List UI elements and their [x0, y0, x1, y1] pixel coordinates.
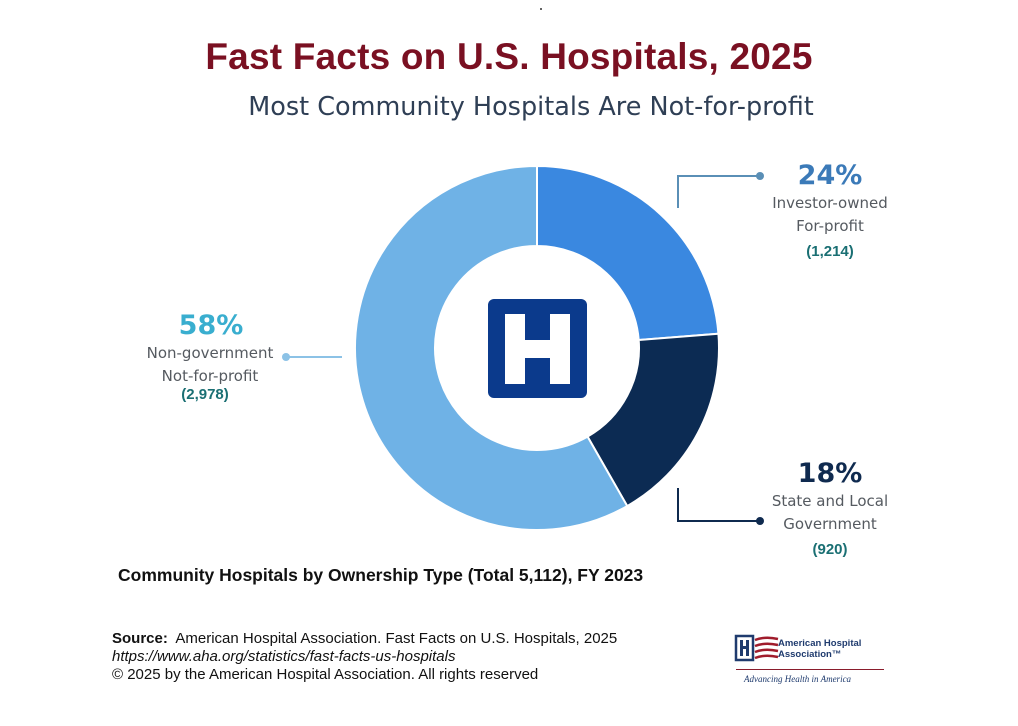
aha-logo-name-line1: American Hospital [778, 638, 862, 649]
pct-label-government: 18% [798, 458, 863, 489]
leader-line-government [677, 488, 764, 525]
label-government-line1: State and Local [772, 492, 888, 510]
aha-logo-tagline: Advancing Health in America [744, 674, 852, 684]
count-investor: (1,214) [806, 243, 854, 260]
source-url[interactable]: https://www.aha.org/statistics/fast-fact… [112, 648, 456, 665]
source-line: Source: American Hospital Association. F… [112, 630, 617, 648]
label-investor-line2: For-profit [796, 217, 864, 235]
source-lead: Source: [112, 630, 168, 647]
stray-dot [540, 8, 542, 10]
page-subtitle: Most Community Hospitals Are Not-for-pro… [248, 92, 814, 122]
aha-logo-icon [734, 634, 779, 662]
source-block: Source: American Hospital Association. F… [112, 630, 617, 684]
copyright-text: © 2025 by the American Hospital Associat… [112, 666, 539, 683]
source-text: American Hospital Association. Fast Fact… [175, 630, 618, 647]
hospital-h-icon [488, 299, 587, 398]
label-government-line2: Government [783, 515, 877, 533]
logo-divider [736, 669, 884, 670]
aha-logo-name-line2: Association™ [778, 649, 842, 660]
pct-label-nonprofit: 58% [179, 310, 244, 341]
label-nonprofit-line1: Non-government [147, 344, 274, 362]
aha-logo: American Hospital Association™ Advancing… [730, 628, 890, 688]
leader-line-nonprofit [282, 353, 342, 361]
label-nonprofit-line2: Not-for-profit [162, 367, 259, 385]
count-government: (920) [812, 541, 847, 558]
aha-logo-name: American Hospital Association™ [778, 638, 888, 660]
slice-state-local-government [586, 332, 720, 508]
donut-slices [354, 164, 720, 531]
leader-line-investor [677, 172, 764, 208]
slice-investor-owned [536, 164, 720, 342]
chart-caption: Community Hospitals by Ownership Type (T… [118, 565, 644, 585]
count-nonprofit: (2,978) [181, 386, 229, 403]
slice-non-government-nonprofit [354, 164, 629, 531]
pct-label-investor: 24% [798, 160, 863, 191]
page-title: Fast Facts on U.S. Hospitals, 2025 [205, 36, 813, 77]
label-investor-line1: Investor-owned [772, 194, 888, 212]
